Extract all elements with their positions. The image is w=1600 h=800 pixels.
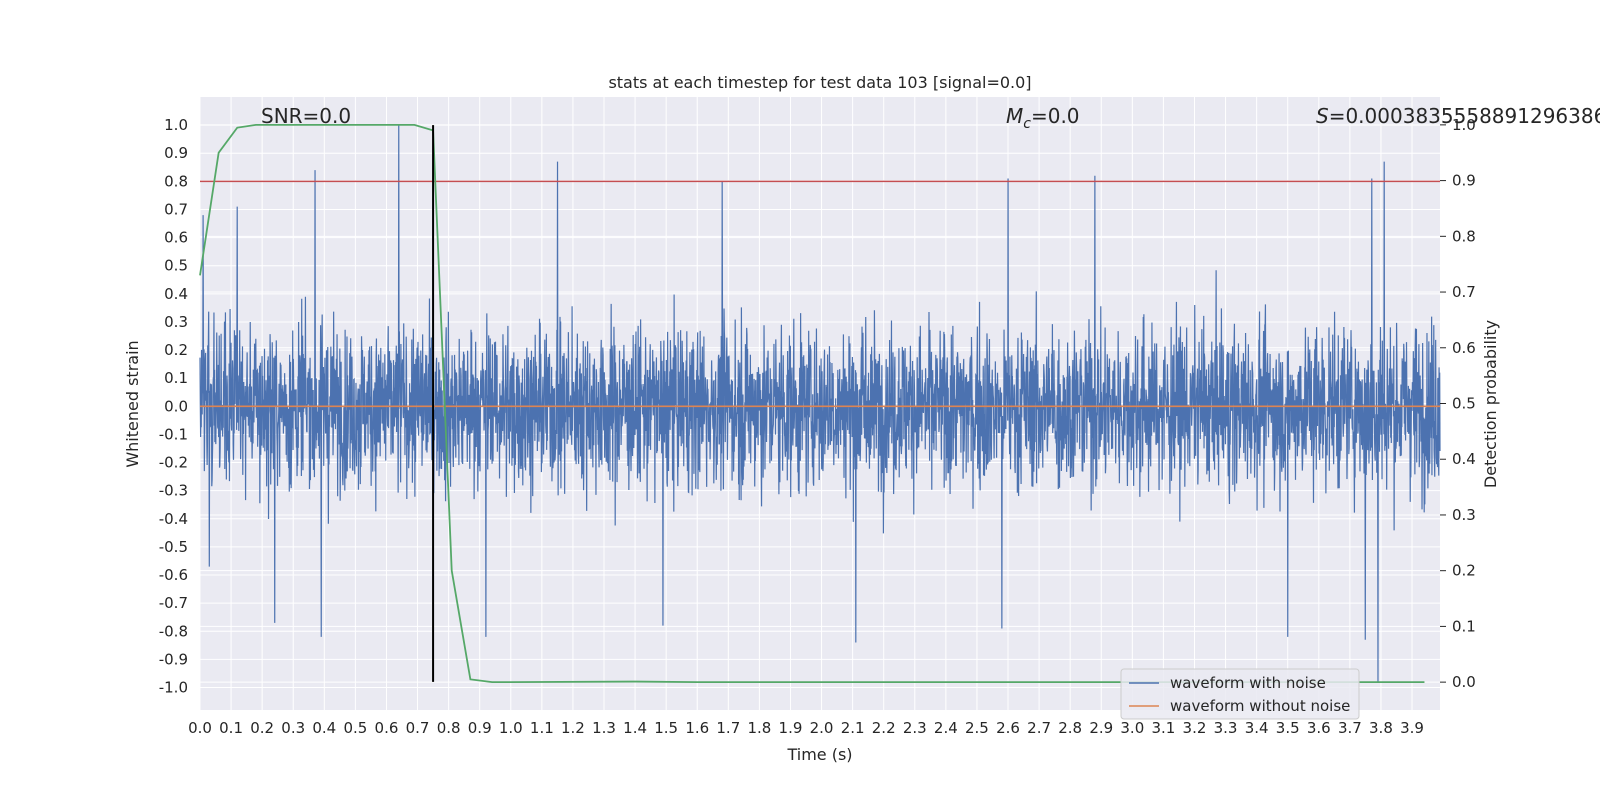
x-tick-label: 0.0: [188, 719, 212, 737]
y-tick-label: 0.6: [164, 229, 188, 247]
y-tick-label: 0.1: [164, 369, 188, 387]
x-tick-label: 2.1: [841, 719, 865, 737]
y-tick-label: -0.9: [159, 650, 188, 668]
y-tick-label: -0.8: [159, 622, 188, 640]
y-tick-label: 0.4: [164, 285, 188, 303]
y2-tick-label: 0.0: [1452, 673, 1476, 691]
y2-tick-label: 0.9: [1452, 172, 1476, 190]
x-tick-label: 3.0: [1120, 719, 1144, 737]
y-tick-label: -1.0: [159, 679, 188, 697]
x-tick-label: 2.8: [1058, 719, 1082, 737]
y-tick-label: 0.3: [164, 313, 188, 331]
legend: waveform with noise waveform without noi…: [1120, 668, 1360, 720]
y-axis-ticks: 1.0 0.9 0.8 0.7 0.6 0.5 0.4 0.3 0.2 0.1 0.0 -0.1 -0.…: [159, 116, 188, 696]
y-tick-label: 0.5: [164, 257, 188, 275]
chart-title: stats at each timestep for test data 103…: [608, 73, 1031, 92]
y-tick-label: 0.9: [164, 144, 188, 162]
series-waveform-with-noise: [199, 125, 1441, 682]
y-tick-label: -0.6: [159, 566, 188, 584]
x-tick-label: 1.0: [499, 719, 523, 737]
x-tick-label: 0.7: [406, 719, 430, 737]
y2-tick-label: 0.8: [1452, 227, 1476, 245]
mc-annotation: Mc=0.0: [1006, 104, 1080, 132]
x-tick-label: 1.3: [592, 719, 616, 737]
x-tick-label: 2.3: [903, 719, 927, 737]
y2-tick-label: 0.7: [1452, 283, 1476, 301]
x-tick-label: 1.5: [654, 719, 678, 737]
y-tick-label: -0.1: [159, 425, 188, 443]
series-detection-probability: [199, 123, 1425, 684]
y-tick-label: -0.2: [159, 454, 188, 472]
y-tick-label: -0.4: [159, 510, 188, 528]
y-tick-label: 0.2: [164, 341, 188, 359]
x-tick-label: 0.6: [375, 719, 399, 737]
x-tick-label: 3.1: [1151, 719, 1175, 737]
x-tick-label: 3.5: [1276, 719, 1300, 737]
y2-tick-label: 0.5: [1452, 395, 1476, 413]
x-tick-label: 2.4: [934, 719, 958, 737]
x-tick-label: 2.5: [965, 719, 989, 737]
x-tick-label: 1.8: [747, 719, 771, 737]
x-tick-label: 3.6: [1307, 719, 1331, 737]
x-tick-label: 2.9: [1089, 719, 1113, 737]
x-axis-label: Time (s): [786, 745, 852, 764]
x-tick-label: 3.9: [1400, 719, 1424, 737]
s-annotation: S=0.00038355588912963867: [1316, 104, 1600, 128]
y2-tick-label: 0.1: [1452, 617, 1476, 635]
x-tick-label: 1.1: [530, 719, 554, 737]
snr-annotation: SNR=0.0: [261, 104, 351, 128]
y2-tick-label: 0.3: [1452, 506, 1476, 524]
legend-box: [1120, 668, 1360, 720]
y-tick-label: -0.3: [159, 482, 188, 500]
x-tick-label: 0.3: [281, 719, 305, 737]
mc-annotation-value: =0.0: [1031, 104, 1080, 128]
line-waveform-with-noise: [199, 125, 1441, 682]
y-tick-label: 0.8: [164, 172, 188, 190]
x-tick-label: 0.5: [343, 719, 367, 737]
y-tick-label: -0.5: [159, 538, 188, 556]
x-tick-label: 1.6: [685, 719, 709, 737]
s-annotation-value: =0.00038355588912963867: [1329, 104, 1600, 128]
x-tick-label: 3.7: [1338, 719, 1362, 737]
x-tick-label: 2.7: [1027, 719, 1051, 737]
s-annotation-base: S: [1316, 104, 1329, 128]
y-tick-label: 0.7: [164, 200, 188, 218]
x-tick-label: 0.8: [437, 719, 461, 737]
x-tick-label: 3.8: [1369, 719, 1393, 737]
y-tick-label: 0.0: [164, 397, 188, 415]
y2-tick-label: 0.4: [1452, 450, 1476, 468]
x-tick-label: 1.9: [779, 719, 803, 737]
y2-axis-ticks: 1.0 0.9 0.8 0.7 0.6 0.5 0.4 0.3 0.2 0.1 0.0: [1440, 116, 1476, 691]
mc-annotation-base: M: [1006, 104, 1023, 128]
x-tick-label: 1.7: [716, 719, 740, 737]
y2-tick-label: 0.6: [1452, 339, 1476, 357]
y-tick-label: -0.7: [159, 594, 188, 612]
y2-tick-label: 0.2: [1452, 562, 1476, 580]
x-tick-label: 0.1: [219, 719, 243, 737]
x-tick-label: 1.4: [623, 719, 647, 737]
y2-tick-label: 1.0: [1452, 116, 1476, 134]
x-tick-label: 2.6: [996, 719, 1020, 737]
line-detection-probability: [199, 123, 1425, 684]
x-tick-label: 1.2: [561, 719, 585, 737]
y2-axis-label: Detection probability: [1481, 320, 1500, 488]
legend-label-waveform-without-noise: waveform without noise: [1170, 697, 1350, 715]
x-tick-label: 3.3: [1214, 719, 1238, 737]
mc-annotation-sub: c: [1023, 116, 1031, 132]
x-axis-ticks: 0.0 0.1 0.2 0.3 0.4 0.5 0.6 0.7 0.8 0.9 1.0 1.1 1.2 1…: [188, 719, 1424, 737]
x-tick-label: 3.4: [1245, 719, 1269, 737]
legend-label-waveform-with-noise: waveform with noise: [1170, 674, 1326, 692]
x-tick-label: 0.4: [312, 719, 336, 737]
y-tick-label: 1.0: [164, 116, 188, 134]
x-tick-label: 2.0: [810, 719, 834, 737]
x-tick-label: 2.2: [872, 719, 896, 737]
x-tick-label: 3.2: [1183, 719, 1207, 737]
x-tick-label: 0.9: [468, 719, 492, 737]
x-tick-label: 0.2: [250, 719, 274, 737]
y-axis-label: Whitened strain: [123, 340, 142, 467]
